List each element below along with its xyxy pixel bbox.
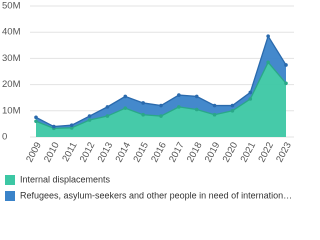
data-point bbox=[177, 93, 181, 97]
data-point bbox=[34, 119, 38, 124]
data-point bbox=[141, 112, 145, 117]
data-point bbox=[212, 103, 217, 108]
data-point bbox=[87, 114, 92, 118]
x-tick-label: 2010 bbox=[42, 140, 62, 164]
legend-swatch bbox=[5, 175, 15, 185]
data-point bbox=[230, 103, 235, 108]
data-point bbox=[52, 124, 56, 129]
data-point bbox=[194, 94, 199, 99]
legend-label: Refugees, asylum-seekers and other peopl… bbox=[20, 190, 292, 200]
data-point bbox=[87, 118, 92, 122]
x-tick-label: 2021 bbox=[239, 140, 259, 164]
data-point bbox=[69, 123, 74, 128]
data-point bbox=[266, 60, 270, 65]
x-tick-label: 2023 bbox=[274, 140, 294, 164]
data-point bbox=[248, 97, 253, 101]
legend-label: Internal displacements bbox=[20, 174, 111, 184]
x-tick-label: 2017 bbox=[167, 140, 187, 164]
x-tick-label: 2016 bbox=[149, 140, 169, 164]
data-point bbox=[123, 94, 128, 99]
x-tick-label: 2013 bbox=[96, 140, 116, 164]
x-tick-label: 2020 bbox=[221, 140, 241, 164]
x-tick-label: 2009 bbox=[24, 140, 44, 164]
x-tick-label: 2012 bbox=[78, 140, 98, 164]
data-point bbox=[266, 34, 270, 38]
chart: 0 10M 20M 30M 40M 50M 200920102011201220132014… bbox=[2, 1, 294, 201]
legend: Internal displacements Refugees, asylum-s… bbox=[5, 174, 292, 201]
y-tick-label: 20M bbox=[2, 79, 21, 90]
data-point bbox=[105, 114, 110, 118]
data-point bbox=[230, 109, 235, 113]
data-point bbox=[248, 90, 253, 95]
area-fill bbox=[36, 36, 286, 129]
y-tick-label: 30M bbox=[2, 53, 21, 64]
x-tick-label: 2011 bbox=[60, 140, 79, 163]
x-tick-label: 2019 bbox=[203, 140, 223, 164]
y-tick-label: 50M bbox=[2, 1, 21, 12]
data-point bbox=[194, 107, 199, 112]
y-tick-label: 0 bbox=[2, 132, 7, 143]
data-point bbox=[159, 114, 163, 118]
data-point bbox=[159, 103, 163, 108]
data-point bbox=[284, 63, 288, 67]
data-point bbox=[212, 112, 217, 117]
data-point bbox=[69, 126, 74, 130]
legend-swatch bbox=[5, 191, 15, 201]
x-tick-label: 2015 bbox=[131, 140, 151, 164]
y-tick-label: 40M bbox=[2, 27, 21, 38]
data-point bbox=[123, 106, 128, 110]
x-tick-label: 2018 bbox=[185, 140, 205, 164]
data-point bbox=[177, 105, 181, 109]
x-tick-label: 2022 bbox=[256, 140, 276, 164]
y-tick-label: 10M bbox=[2, 105, 21, 116]
data-point bbox=[141, 101, 145, 105]
x-tick-label: 2014 bbox=[114, 140, 134, 164]
data-point bbox=[105, 105, 110, 109]
data-point bbox=[284, 81, 288, 86]
data-point bbox=[34, 115, 38, 120]
